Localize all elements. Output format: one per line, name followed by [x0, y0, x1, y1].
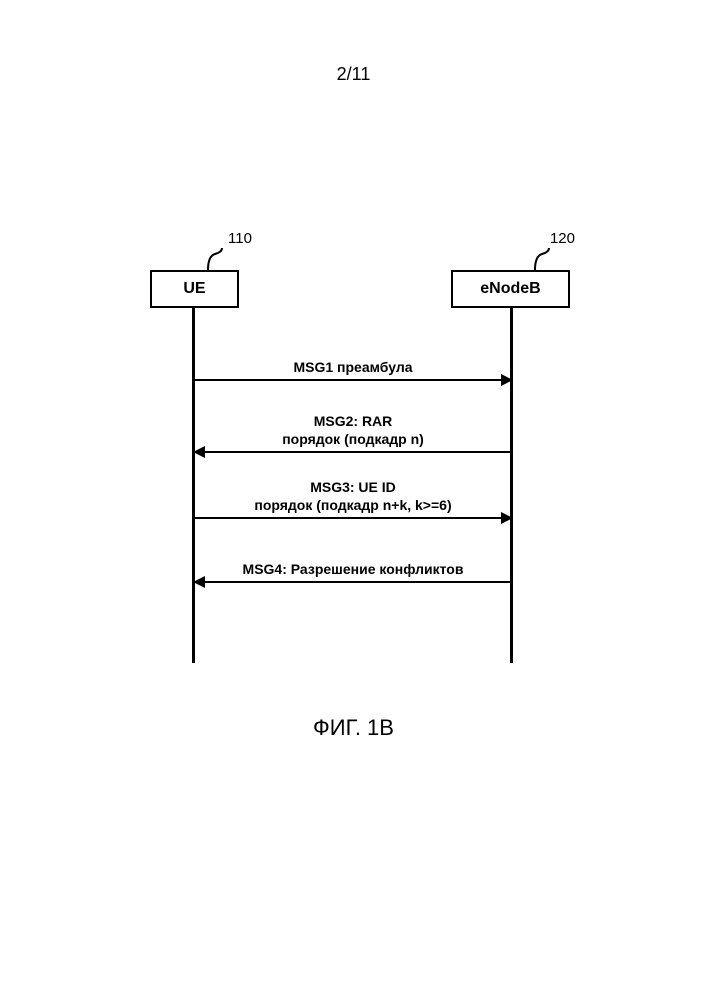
msg4-label: MSG4: Разрешение конфликтов [194, 560, 512, 578]
msg1: MSG1 преамбула [194, 358, 512, 381]
msg2-label-1: MSG2: RAR [194, 412, 512, 430]
msg3-label-2: порядок (подкадр n+k, k>=6) [194, 496, 512, 514]
msg1-label: MSG1 преамбула [194, 358, 512, 376]
sequence-diagram: 110 120 UE eNodeB MSG1 преамбула MSG2: R… [150, 230, 570, 680]
arrow-right-icon [194, 517, 512, 519]
figure-caption: ФИГ. 1B [313, 715, 394, 741]
ref-label-120: 120 [550, 230, 575, 247]
msg2-label-2: порядок (подкадр n) [194, 430, 512, 448]
arrow-left-icon [194, 451, 512, 453]
msg3: MSG3: UE ID порядок (подкадр n+k, k>=6) [194, 478, 512, 519]
msg4: MSG4: Разрешение конфликтов [194, 560, 512, 583]
msg2: MSG2: RAR порядок (подкадр n) [194, 412, 512, 453]
msg3-label-1: MSG3: UE ID [194, 478, 512, 496]
ref-label-110: 110 [228, 230, 252, 247]
arrow-left-icon [194, 581, 512, 583]
actor-enodeb: eNodeB [451, 270, 570, 308]
page-number: 2/11 [337, 64, 371, 85]
actor-ue: UE [150, 270, 239, 308]
arrow-right-icon [194, 379, 512, 381]
